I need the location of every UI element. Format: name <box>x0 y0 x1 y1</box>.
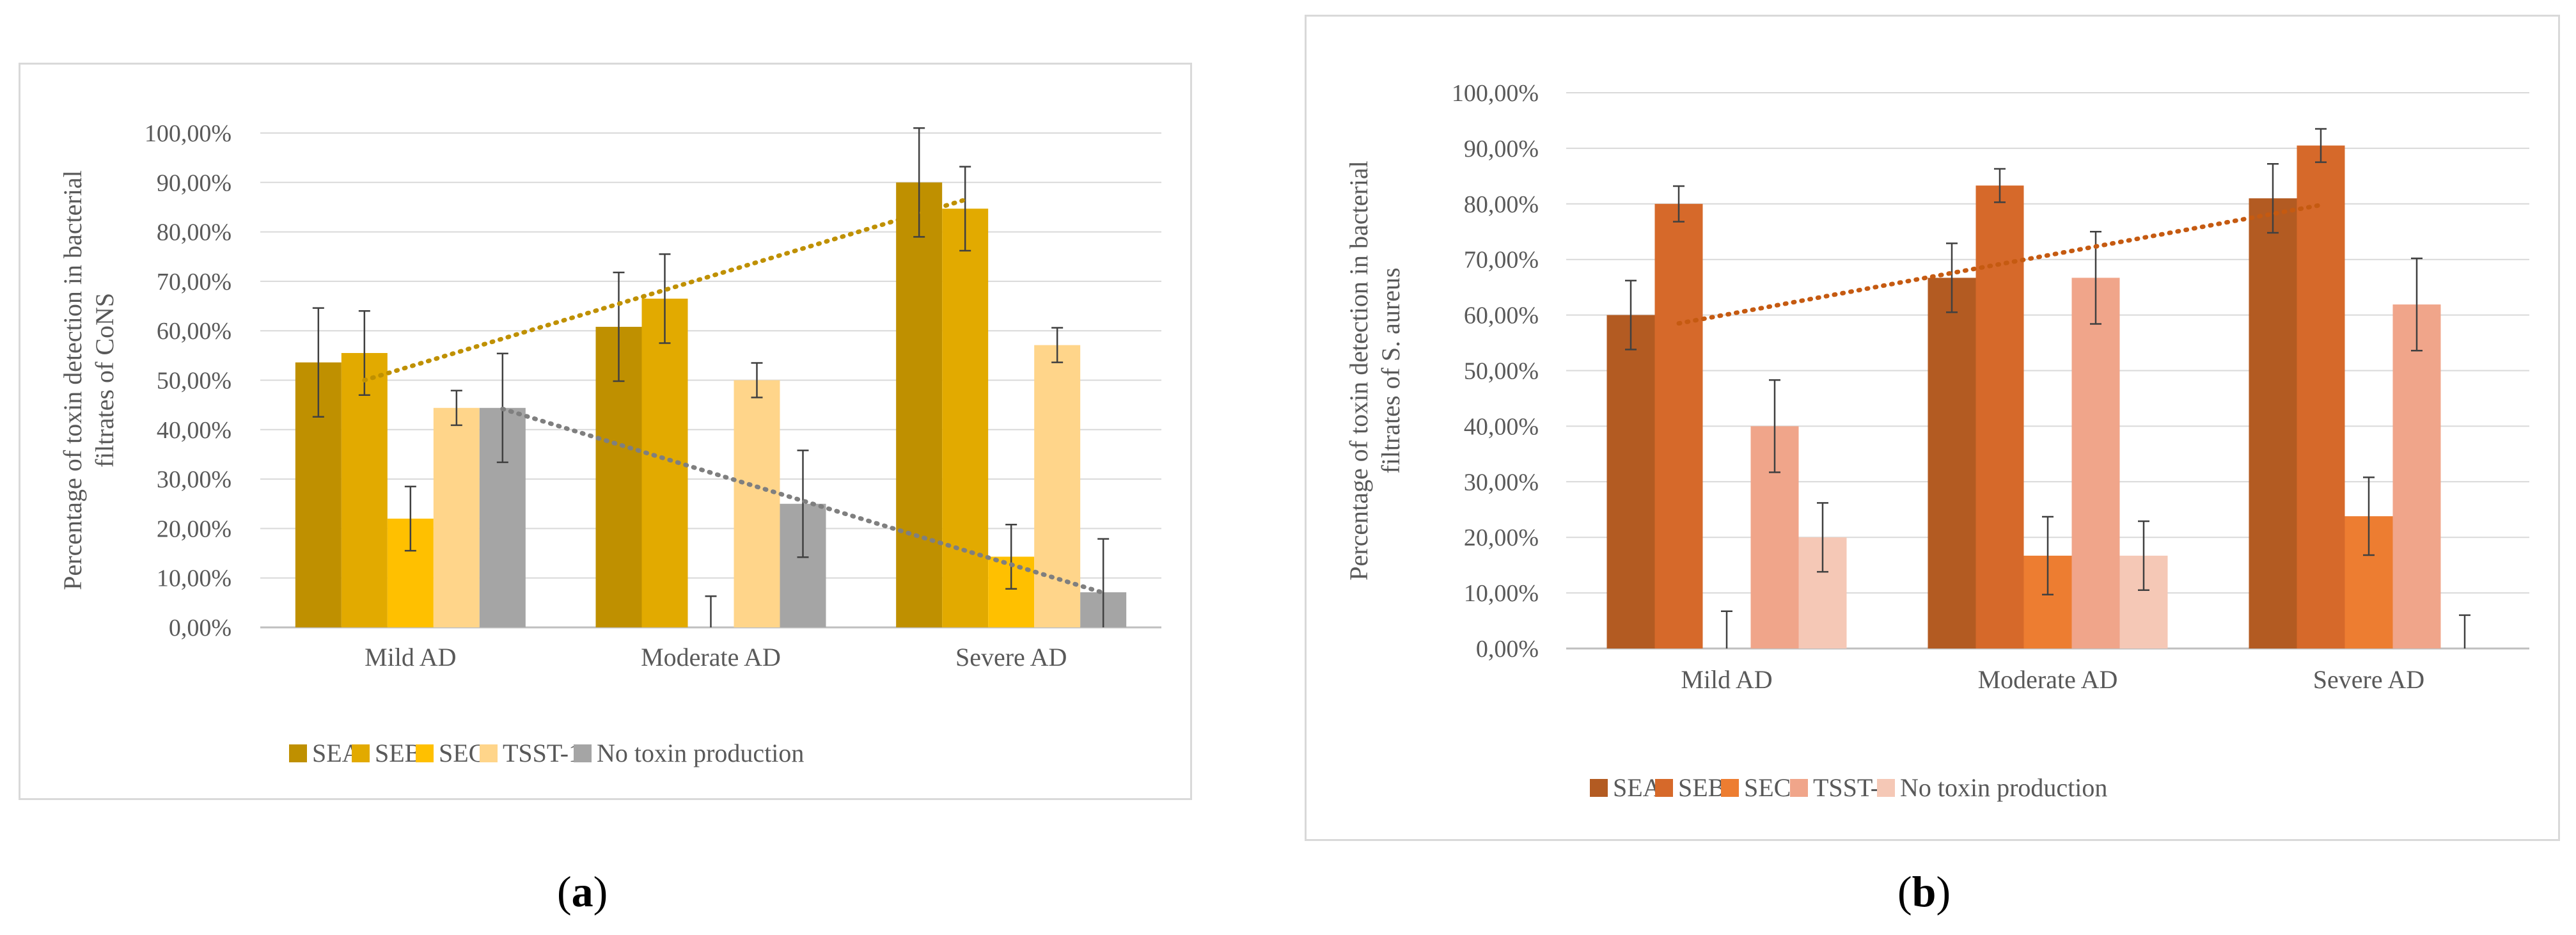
bar-tsst-1 <box>2392 304 2441 648</box>
y-tick-label: 70,00% <box>1464 247 1539 274</box>
y-tick-label: 30,00% <box>1464 469 1539 496</box>
bar-chart-a: 0,00% 10,00% 20,00% 30,00% 40,00% 50,00% 60,00… <box>58 120 1161 767</box>
bar-seb <box>1654 203 1703 648</box>
legend-label: TSST-1 <box>503 739 581 767</box>
legend-label: SEC <box>439 739 485 767</box>
y-axis-label: Percentage of toxin detection in bacteri… <box>1344 161 1373 580</box>
bar-seb <box>942 208 989 627</box>
bar-seb <box>1975 185 2024 648</box>
legend-swatch <box>416 744 434 762</box>
legend-label: No toxin production <box>597 739 804 767</box>
y-tick-label: 60,00% <box>1464 302 1539 329</box>
bar-seb <box>341 352 388 627</box>
bar-tsst-1 <box>2071 278 2120 648</box>
legend-swatch <box>1721 779 1739 797</box>
bar-tsst-1 <box>734 380 780 627</box>
trendline-seb <box>1676 203 2323 326</box>
legend-label: SEC <box>1744 773 1791 802</box>
legend-label: SEB <box>1678 773 1725 802</box>
x-category-label: Severe AD <box>2313 665 2424 694</box>
caption-b: (b) <box>1897 867 1951 916</box>
bar-sea <box>1606 315 1655 649</box>
bar-seb <box>2297 145 2345 648</box>
bar-tsst-1 <box>433 407 480 627</box>
y-tick-label: 100,00% <box>145 120 232 147</box>
y-tick-label: 0,00% <box>1476 636 1539 663</box>
x-category-label: Mild AD <box>365 643 456 672</box>
y-tick-label: 90,00% <box>157 169 232 196</box>
y-axis-label: Percentage of toxin detection in bacteri… <box>58 170 87 590</box>
y-tick-label: 20,00% <box>1464 524 1539 551</box>
y-tick-label: 80,00% <box>157 219 232 246</box>
y-tick-label: 50,00% <box>1464 358 1539 385</box>
chart-panel-a: 0,00% 10,00% 20,00% 30,00% 40,00% 50,00% 60,00… <box>19 63 1192 800</box>
y-tick-label: 40,00% <box>157 417 232 444</box>
legend-swatch <box>1590 779 1608 797</box>
y-tick-label: 10,00% <box>157 565 232 592</box>
y-axis-label: filtrates of S. aureus <box>1376 267 1405 473</box>
legend-swatch <box>1655 779 1673 797</box>
legend-swatch <box>289 744 307 762</box>
y-tick-label: 90,00% <box>1464 136 1539 162</box>
y-tick-label: 40,00% <box>1464 413 1539 440</box>
y-tick-label: 10,00% <box>1464 580 1539 607</box>
legend-swatch <box>352 744 370 762</box>
legend-swatch <box>574 744 592 762</box>
chart-panel-b: 0,00% 10,00% 20,00% 30,00% 40,00% 50,00% 60,00… <box>1305 15 2560 841</box>
legend-swatch <box>1790 779 1808 797</box>
x-category-label: Severe AD <box>955 643 1067 672</box>
legend-label: SEB <box>375 739 421 767</box>
legend-swatch <box>1877 779 1895 797</box>
y-tick-label: 60,00% <box>157 318 232 345</box>
y-tick-label: 70,00% <box>157 269 232 295</box>
bar-sea <box>896 182 943 627</box>
bar-sea <box>1928 278 1976 648</box>
x-category-label: Mild AD <box>1681 665 1772 694</box>
trendline-seb <box>362 197 968 382</box>
legend-label: SEA <box>1613 773 1661 802</box>
caption-a: (a) <box>557 867 608 916</box>
trendline-no-toxin-production <box>500 406 1106 595</box>
y-axis-label: filtrates of CoNS <box>90 293 119 468</box>
y-tick-label: 80,00% <box>1464 191 1539 218</box>
bar-chart-b: 0,00% 10,00% 20,00% 30,00% 40,00% 50,00% 60,00… <box>1344 80 2529 802</box>
y-tick-label: 20,00% <box>157 515 232 542</box>
x-category-label: Moderate AD <box>641 643 781 672</box>
x-category-label: Moderate AD <box>1978 665 2118 694</box>
y-tick-label: 50,00% <box>157 368 232 395</box>
legend-swatch <box>480 744 498 762</box>
legend-label: No toxin production <box>1900 773 2107 802</box>
y-tick-label: 30,00% <box>157 466 232 493</box>
y-tick-label: 0,00% <box>169 615 232 641</box>
y-tick-label: 100,00% <box>1452 80 1539 107</box>
bar-sea <box>2249 198 2297 648</box>
